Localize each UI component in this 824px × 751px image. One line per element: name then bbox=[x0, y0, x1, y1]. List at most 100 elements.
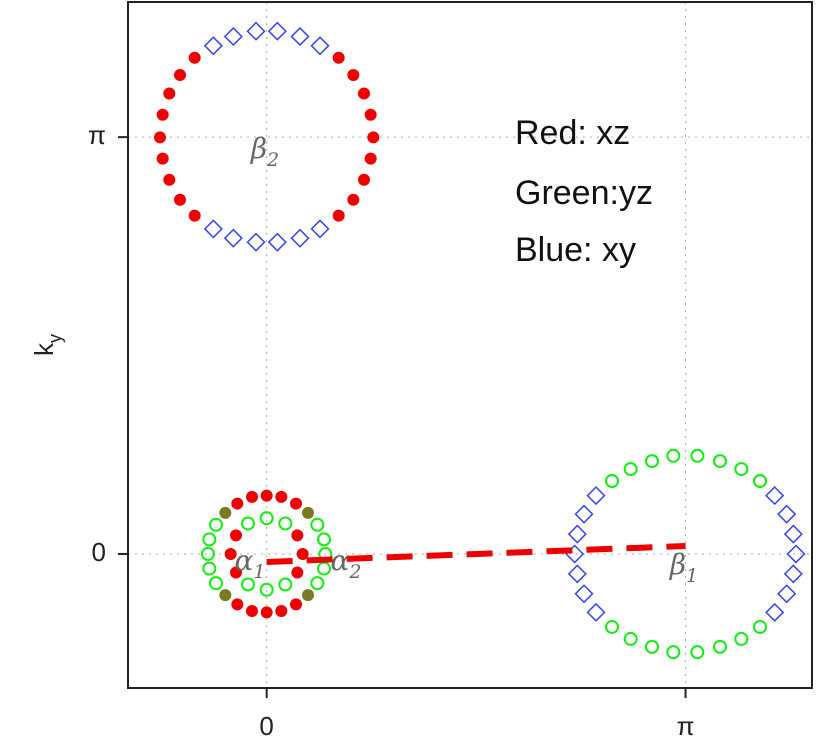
point bbox=[310, 219, 330, 239]
note: Blue: xy bbox=[515, 231, 636, 269]
point bbox=[690, 645, 705, 660]
point bbox=[230, 529, 242, 542]
point bbox=[302, 589, 314, 602]
surface-label: α1 bbox=[234, 544, 265, 584]
point bbox=[605, 474, 619, 489]
point bbox=[765, 486, 785, 506]
point bbox=[188, 51, 201, 64]
point bbox=[246, 21, 266, 41]
point bbox=[246, 232, 266, 252]
point bbox=[154, 131, 166, 144]
point bbox=[332, 51, 345, 64]
point bbox=[364, 108, 377, 121]
point bbox=[567, 564, 587, 584]
point bbox=[310, 576, 325, 591]
point bbox=[260, 606, 273, 619]
point bbox=[202, 532, 217, 547]
point bbox=[302, 506, 314, 519]
surface-label-main: α bbox=[234, 544, 253, 577]
point bbox=[645, 454, 659, 469]
point bbox=[223, 228, 243, 248]
point bbox=[347, 68, 360, 81]
point bbox=[267, 21, 287, 41]
marks bbox=[154, 21, 806, 660]
point bbox=[765, 602, 785, 622]
point bbox=[230, 566, 242, 579]
point bbox=[666, 645, 681, 660]
point bbox=[567, 524, 587, 544]
surface-label-sub: 1 bbox=[253, 561, 265, 583]
point bbox=[310, 36, 330, 56]
point bbox=[223, 26, 243, 47]
point bbox=[241, 516, 255, 531]
point bbox=[203, 219, 223, 239]
point bbox=[690, 448, 705, 463]
point bbox=[290, 497, 302, 510]
point bbox=[202, 561, 217, 576]
x-tick-label: 0 bbox=[259, 711, 273, 741]
point bbox=[156, 108, 169, 121]
surface-label: α2 bbox=[330, 544, 361, 584]
point bbox=[666, 448, 681, 463]
y-tick-label: π bbox=[88, 120, 106, 150]
point bbox=[219, 589, 232, 602]
point bbox=[156, 152, 169, 165]
surface-label-main: β bbox=[250, 132, 267, 165]
point bbox=[317, 561, 331, 576]
point bbox=[291, 566, 304, 579]
y-axis-label-sub: y bbox=[45, 334, 65, 343]
point bbox=[259, 511, 274, 526]
point bbox=[201, 546, 215, 561]
point bbox=[623, 631, 638, 646]
point bbox=[246, 605, 258, 618]
point bbox=[290, 598, 302, 611]
point bbox=[753, 619, 767, 634]
surface-label-sub: 2 bbox=[348, 561, 361, 583]
point bbox=[231, 497, 244, 510]
point bbox=[209, 576, 223, 591]
point bbox=[786, 544, 806, 564]
point bbox=[259, 582, 274, 597]
point bbox=[713, 639, 727, 654]
point bbox=[275, 605, 288, 618]
point bbox=[267, 232, 287, 252]
dashed-line bbox=[266, 543, 686, 565]
point bbox=[275, 490, 288, 503]
point bbox=[586, 602, 606, 622]
point bbox=[209, 517, 223, 532]
point bbox=[290, 228, 310, 248]
point bbox=[623, 462, 638, 477]
point bbox=[317, 532, 331, 547]
surface-label: β1 bbox=[669, 548, 698, 588]
point bbox=[734, 631, 749, 646]
point bbox=[290, 26, 310, 47]
point bbox=[605, 619, 619, 634]
surface-label-sub: 2 bbox=[266, 149, 279, 171]
point bbox=[203, 36, 223, 56]
point bbox=[358, 173, 370, 186]
point bbox=[574, 584, 594, 604]
surface-label-sub: 1 bbox=[686, 565, 698, 587]
surface-label: β2 bbox=[250, 132, 279, 172]
point bbox=[783, 564, 803, 584]
grid bbox=[128, 2, 812, 688]
point bbox=[777, 504, 797, 524]
point bbox=[219, 506, 232, 519]
y-axis-label: ky bbox=[29, 334, 65, 356]
point bbox=[367, 131, 380, 144]
x-tick-label: π bbox=[677, 711, 695, 741]
point bbox=[174, 68, 186, 81]
point bbox=[188, 209, 201, 222]
point bbox=[246, 490, 258, 503]
point bbox=[278, 516, 293, 531]
point bbox=[296, 547, 309, 560]
surface-label-main: α bbox=[330, 544, 349, 577]
point bbox=[291, 529, 304, 542]
note: Green:yz bbox=[515, 174, 653, 212]
point bbox=[224, 547, 237, 560]
note: Red: xz bbox=[515, 114, 630, 152]
point bbox=[713, 454, 727, 469]
point bbox=[278, 577, 293, 592]
point bbox=[163, 87, 176, 100]
